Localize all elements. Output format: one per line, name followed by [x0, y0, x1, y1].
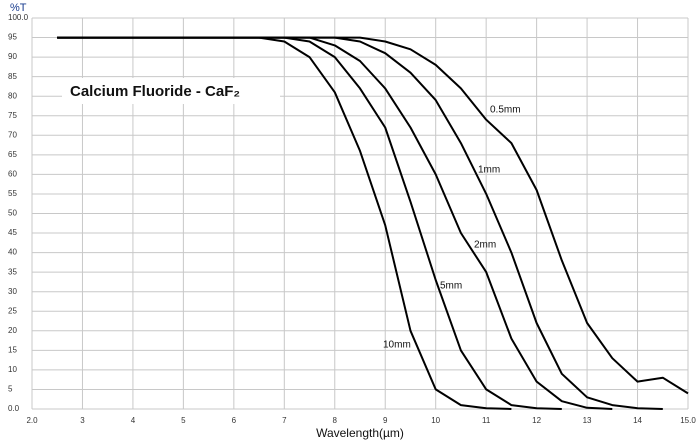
y-tick-label: 5: [8, 385, 13, 394]
chart-title: Calcium Fluoride - CaF₂: [70, 83, 240, 100]
series-label: 2mm: [474, 240, 496, 251]
y-tick-label: 25: [8, 306, 17, 315]
y-axis-label: %T: [10, 2, 27, 14]
y-tick-label: 10: [8, 365, 17, 374]
x-tick-label: 5: [181, 416, 186, 425]
y-tick-label: 0.0: [8, 404, 20, 413]
title-background: [62, 78, 280, 104]
x-tick-label: 2.0: [26, 416, 38, 425]
x-tick-label: 3: [80, 416, 85, 425]
y-tick-label: 35: [8, 267, 17, 276]
y-tick-label: 50: [8, 209, 17, 218]
x-tick-label: 10: [431, 416, 440, 425]
series-label: 0.5mm: [490, 105, 521, 116]
y-tick-label: 75: [8, 111, 17, 120]
x-tick-label: 7: [282, 416, 287, 425]
data-line: [57, 36, 512, 410]
x-tick-label: 11: [482, 416, 491, 425]
x-tick-label: 4: [131, 416, 136, 425]
x-tick-label: 8: [333, 416, 338, 425]
x-tick-label: 13: [583, 416, 592, 425]
x-tick-label: 14: [633, 416, 642, 425]
y-tick-label: 20: [8, 326, 17, 335]
y-tick-label: 45: [8, 228, 17, 237]
x-axis-label: Wavelength(µm): [316, 426, 404, 440]
x-tick-label: 6: [232, 416, 237, 425]
series-label: 5mm: [440, 281, 462, 292]
y-tick-label: 90: [8, 52, 17, 61]
y-tick-label: 15: [8, 345, 17, 354]
y-tick-label: 65: [8, 150, 17, 159]
y-tick-label: 30: [8, 287, 17, 296]
y-tick-label: 95: [8, 33, 17, 42]
x-tick-label: 9: [383, 416, 388, 425]
x-tick-label: 15.0: [680, 416, 696, 425]
y-tick-label: 60: [8, 170, 17, 179]
x-tick-label: 12: [532, 416, 541, 425]
y-tick-label: 100.0: [8, 13, 29, 22]
y-tick-label: 85: [8, 72, 17, 81]
y-tick-label: 40: [8, 248, 17, 257]
y-tick-label: 70: [8, 130, 17, 139]
series-label: 10mm: [383, 340, 411, 351]
y-tick-label: 55: [8, 189, 17, 198]
series-label: 1mm: [478, 165, 500, 176]
y-tick-label: 80: [8, 91, 17, 100]
